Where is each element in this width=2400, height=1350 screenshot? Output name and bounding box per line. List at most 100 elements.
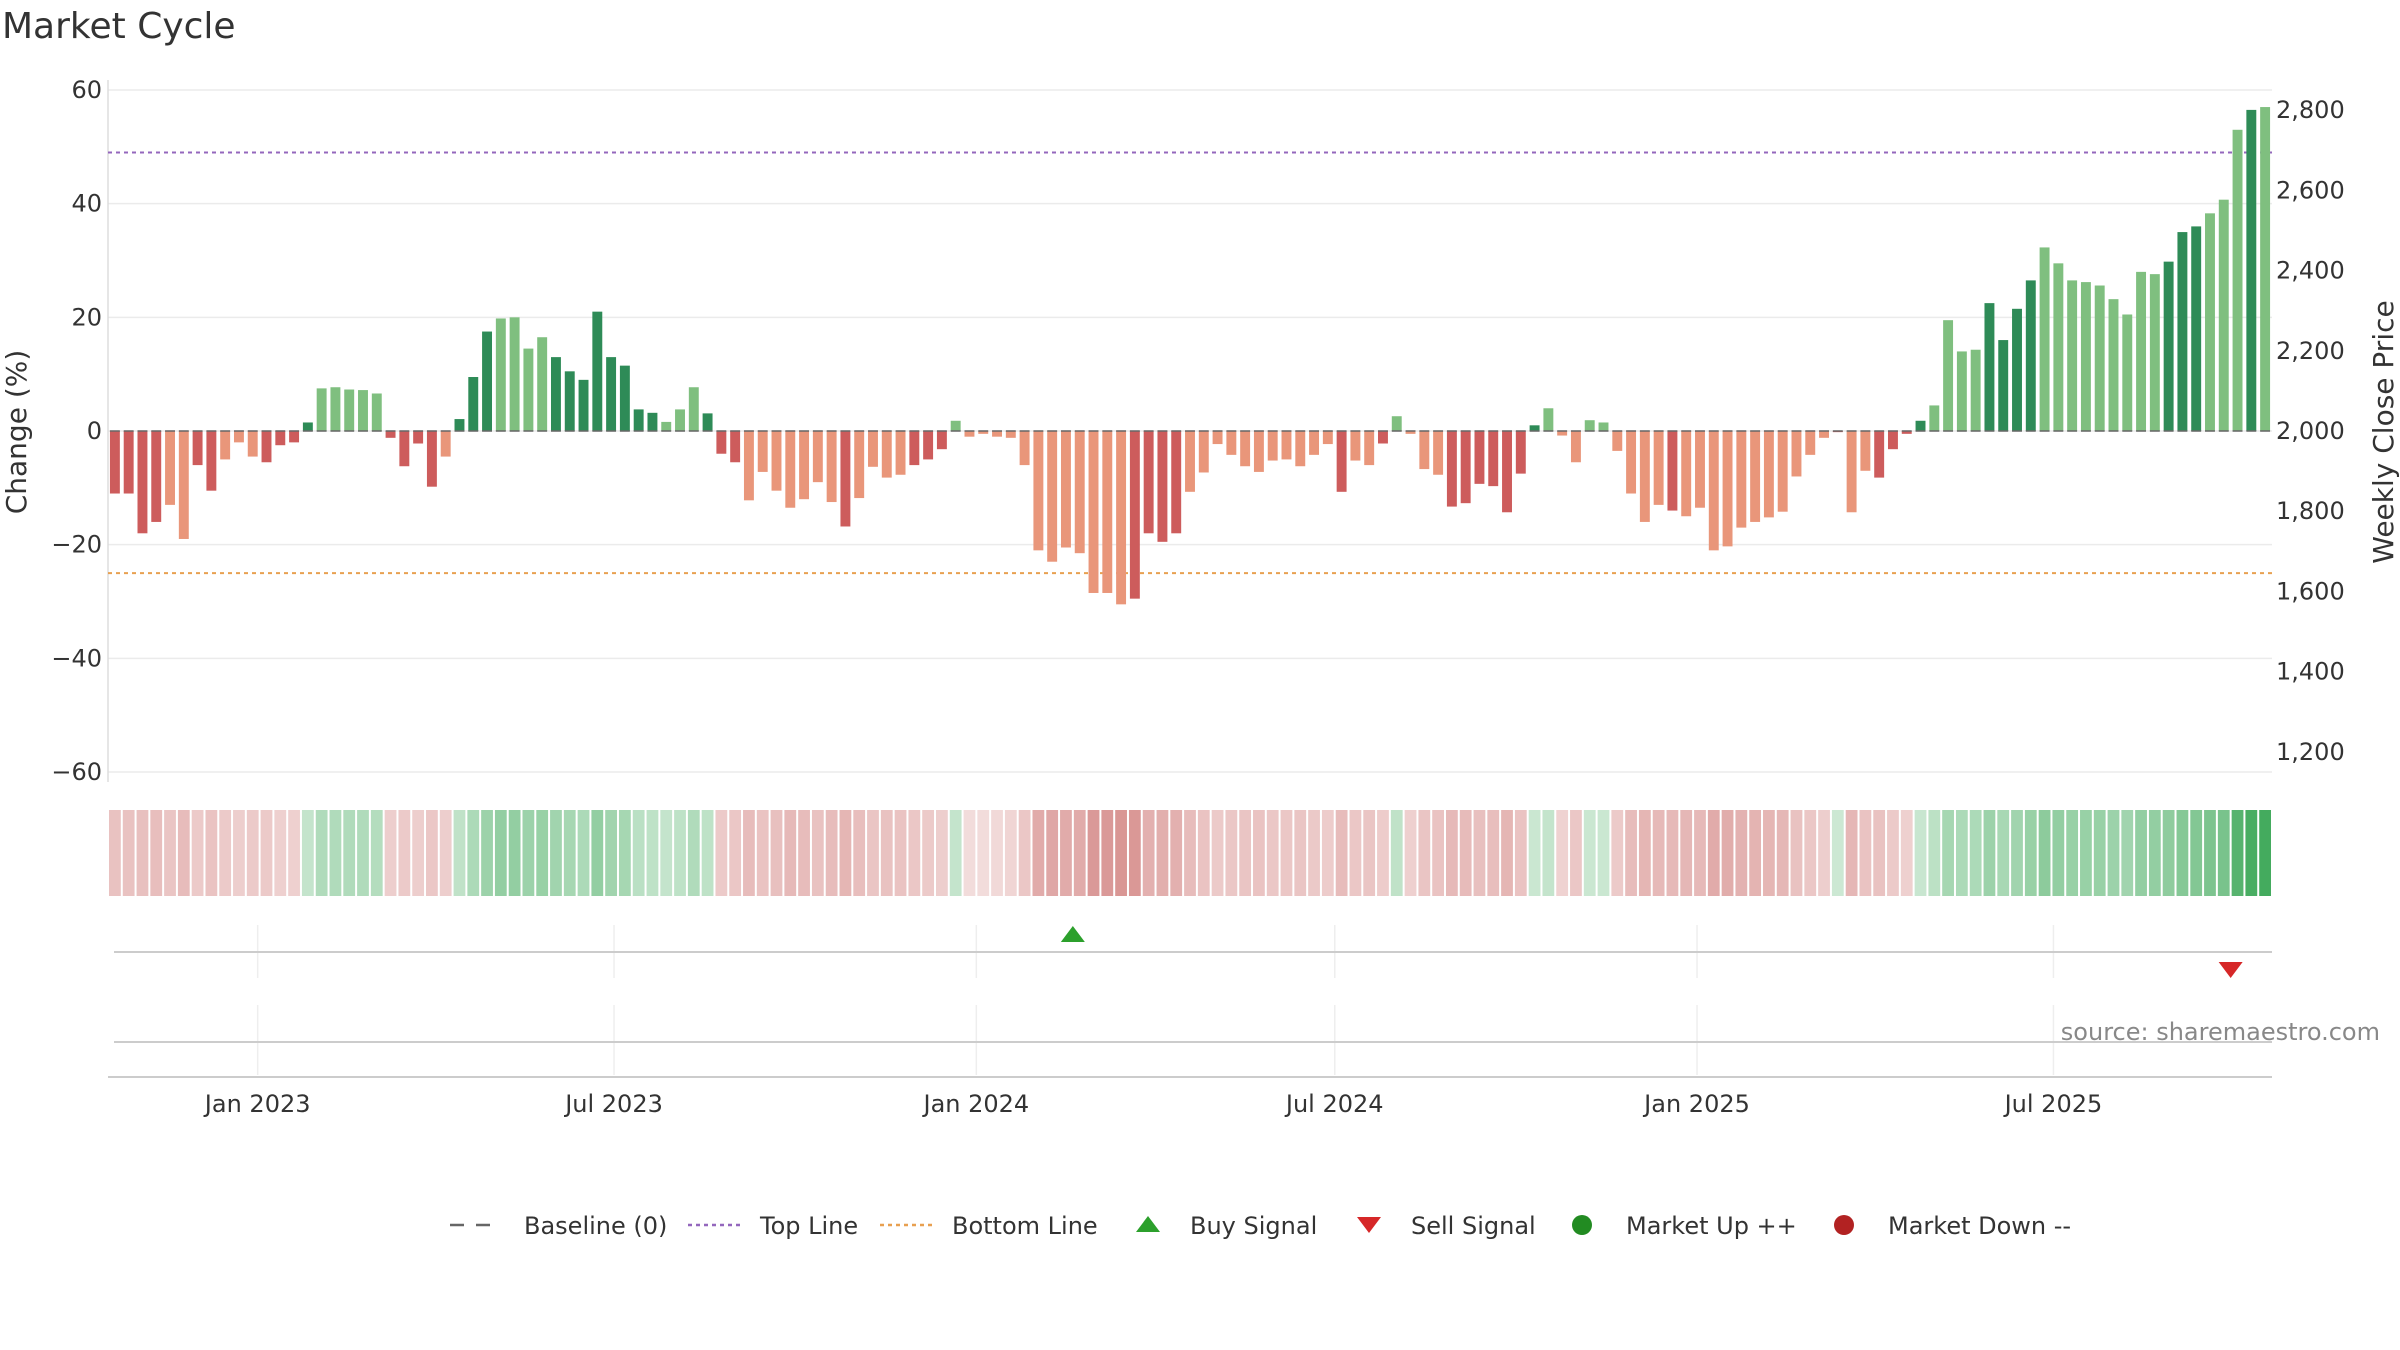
y-tick-label: 0 <box>87 417 102 445</box>
bar <box>1584 420 1595 431</box>
strip-cell <box>825 810 838 896</box>
bar <box>578 379 589 431</box>
y2-tick-label: 2,800 <box>2276 96 2345 124</box>
y-tick-label: 40 <box>71 190 102 218</box>
strip-cell <box>1156 810 1169 896</box>
bar <box>1887 431 1898 450</box>
bar <box>661 421 672 431</box>
bar <box>1970 349 1981 431</box>
strip-cell <box>1004 810 1017 896</box>
strip-cell <box>605 810 617 896</box>
bar <box>1956 351 1967 431</box>
strip-cell <box>1611 810 1624 896</box>
strip-cell <box>1404 810 1417 896</box>
bar <box>647 412 658 431</box>
bar <box>992 431 1002 437</box>
legend-label: Sell Signal <box>1411 1212 1536 1240</box>
strip-cell <box>2080 810 2092 896</box>
bars <box>109 107 2271 605</box>
strip-cell <box>908 810 921 896</box>
bar <box>1791 431 1802 477</box>
bar <box>1695 431 1705 508</box>
bar <box>426 431 437 487</box>
bar <box>1336 431 1347 492</box>
bar <box>1570 431 1581 463</box>
bar <box>2163 261 2174 431</box>
bar <box>1185 431 1195 492</box>
strip-cell <box>1060 810 1072 896</box>
bar <box>1419 431 1430 470</box>
bar <box>619 365 630 431</box>
bar <box>1557 431 1568 436</box>
strip-cell <box>246 810 259 896</box>
strip-cell <box>1887 810 1899 896</box>
strip-cell <box>1197 810 1210 896</box>
strip-cell <box>922 810 935 896</box>
strip-cell <box>398 810 411 896</box>
bar <box>344 389 355 431</box>
strip-cell <box>1818 810 1830 896</box>
bar <box>289 431 300 443</box>
strip-cell <box>963 810 976 896</box>
strip-cell <box>1115 810 1127 896</box>
bar <box>1612 431 1623 451</box>
bar <box>509 317 520 431</box>
bar <box>1405 431 1416 434</box>
bar <box>1019 431 1030 466</box>
legend-label: Market Up ++ <box>1626 1212 1797 1240</box>
strip-cell <box>439 810 452 896</box>
y2-axis-title: Weekly Close Price <box>2367 300 2400 563</box>
bar <box>564 371 575 431</box>
strip-cell <box>2162 810 2175 896</box>
strip-cell <box>1018 810 1031 896</box>
bar <box>743 431 754 501</box>
strip-cell <box>1666 810 1679 896</box>
strip-cell <box>591 810 604 896</box>
y-axis-right: 2,800 2,600 2,400 2,200 2,000 1,800 1,600 1,400… <box>2276 96 2345 766</box>
bar <box>2260 107 2271 432</box>
strip-cell <box>1101 810 1114 896</box>
bar <box>1846 431 1857 513</box>
bar <box>1129 431 1140 599</box>
bar <box>1984 303 1995 431</box>
strip-cell <box>357 810 369 896</box>
x-tick-label: Jan 2025 <box>1642 1090 1750 1118</box>
strip-cell <box>2217 810 2230 896</box>
strip-cell <box>1266 810 1279 896</box>
y-tick-label: −20 <box>51 531 102 559</box>
x-tick-label: Jan 2023 <box>203 1090 311 1118</box>
strip-cell <box>109 810 121 896</box>
bar <box>454 419 465 431</box>
y2-tick-label: 1,400 <box>2276 658 2345 686</box>
strip-cell <box>1652 810 1665 896</box>
bar <box>1750 431 1761 522</box>
bar <box>1901 431 1912 434</box>
chart-title: Market Cycle <box>2 6 236 47</box>
bar <box>1253 431 1264 472</box>
strip-cell <box>550 810 562 896</box>
bar <box>1819 431 1830 438</box>
bar <box>302 422 313 431</box>
y2-tick-label: 2,600 <box>2276 176 2345 204</box>
bar <box>523 348 534 431</box>
bar <box>1515 431 1526 474</box>
strip-cell <box>2052 810 2065 896</box>
strip-cell <box>1294 810 1307 896</box>
x-tick-label: Jul 2024 <box>1284 1090 1384 1118</box>
strip-cell <box>1487 810 1500 896</box>
strip-cell <box>1253 810 1265 896</box>
strip-cell <box>1873 810 1886 896</box>
bar <box>1198 431 1209 473</box>
legend-item-sell: Sell Signal <box>1357 1212 1536 1240</box>
strip-cell <box>1390 810 1403 896</box>
strip-cell <box>2093 810 2106 896</box>
bar <box>1157 431 1168 542</box>
bar <box>1267 431 1278 461</box>
bar <box>964 431 975 437</box>
strip-cell <box>1046 810 1059 896</box>
bar <box>1005 431 1016 438</box>
strip-cell <box>1969 810 1982 896</box>
bar <box>109 431 120 494</box>
bar <box>812 431 823 483</box>
